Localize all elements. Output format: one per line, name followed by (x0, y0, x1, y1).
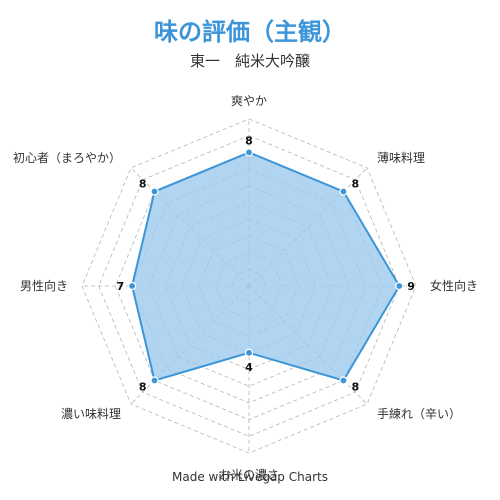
data-point (244, 148, 254, 157)
data-point (150, 187, 159, 196)
data-point (150, 376, 159, 385)
axis-label: 女性向き (430, 278, 478, 293)
series-area (131, 151, 401, 382)
value-label: 8 (245, 134, 253, 147)
axis-label: 男性向き (20, 278, 68, 293)
grid-ring (98, 135, 400, 437)
value-label: 7 (116, 280, 124, 293)
axis-label: 爽やか (231, 94, 267, 108)
credit-footer: Made with Livegap Charts (172, 470, 328, 484)
data-point (128, 281, 137, 291)
value-label: 8 (351, 380, 359, 393)
value-label: 8 (139, 380, 147, 393)
data-point (395, 281, 404, 291)
value-label: 9 (407, 280, 415, 293)
chart-title: 味の評価（主観） (154, 18, 346, 46)
grid-ring (81, 118, 417, 454)
value-label: 8 (351, 178, 359, 191)
axis-label: お米の濃さ (219, 468, 279, 482)
radar-series (128, 148, 404, 385)
axis-label: 手練れ（辛い） (377, 407, 461, 421)
axis-label: 初心者（まろやか） (13, 151, 121, 165)
data-point (339, 187, 348, 196)
data-point (339, 376, 348, 385)
data-point (244, 348, 254, 357)
chart-subtitle: 東一 純米大吟醸 (189, 52, 310, 70)
axis-label: 濃い味料理 (61, 407, 121, 421)
value-label: 8 (139, 178, 147, 191)
axis-label: 薄味料理 (377, 150, 425, 165)
value-label: 4 (245, 361, 253, 374)
